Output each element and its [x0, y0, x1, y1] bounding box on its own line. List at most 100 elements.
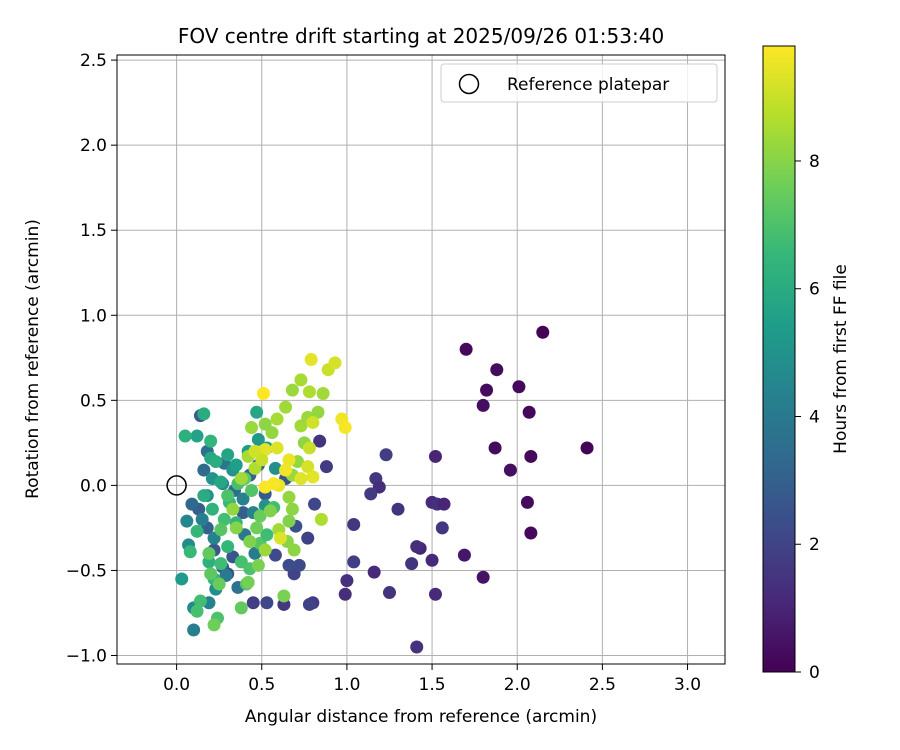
data-point — [313, 434, 327, 448]
colorbar-label: Hours from first FF file — [831, 264, 851, 454]
data-points — [175, 325, 594, 654]
data-point — [314, 512, 328, 526]
x-tick-label: 2.5 — [589, 675, 616, 695]
legend-reference-icon — [458, 73, 480, 95]
data-point — [234, 472, 248, 486]
y-axis-label: Rotation from reference (arcmin) — [23, 219, 43, 499]
data-point — [347, 518, 361, 532]
data-point — [204, 567, 218, 581]
x-tick-label: 3.0 — [674, 675, 701, 695]
data-point — [301, 460, 315, 474]
data-point — [183, 545, 197, 559]
data-point — [212, 577, 226, 591]
x-tick-label: 0.0 — [163, 675, 190, 695]
colorbar-tick-label: 8 — [809, 152, 820, 172]
data-point — [221, 448, 235, 462]
data-point — [256, 387, 270, 401]
data-point — [190, 524, 204, 538]
data-point — [205, 502, 219, 516]
data-point — [234, 601, 248, 615]
data-point — [287, 543, 301, 557]
data-point — [282, 453, 296, 467]
data-point — [251, 558, 265, 572]
data-point — [258, 480, 272, 494]
data-point — [282, 514, 296, 528]
data-point — [364, 487, 378, 501]
data-point — [308, 497, 322, 511]
data-point — [285, 502, 299, 516]
data-point — [338, 587, 352, 601]
y-tick-label: 0.5 — [80, 391, 107, 411]
chart-title: FOV centre drift starting at 2025/09/26 … — [178, 24, 664, 48]
y-tick-label: 2.0 — [80, 136, 107, 156]
colorbar-tick-label: 4 — [809, 407, 820, 427]
data-point — [268, 461, 282, 475]
data-point — [195, 512, 209, 526]
data-point — [178, 429, 192, 443]
y-tick-label: 1.0 — [80, 306, 107, 326]
data-point — [306, 470, 320, 484]
data-point — [367, 565, 381, 579]
data-point — [180, 514, 194, 528]
data-point — [382, 586, 396, 600]
data-point — [190, 429, 204, 443]
data-point — [302, 441, 316, 455]
data-point — [428, 449, 442, 463]
data-point — [319, 460, 333, 474]
data-point — [304, 353, 318, 366]
data-point — [522, 405, 536, 419]
data-point — [187, 623, 201, 637]
data-point — [282, 490, 296, 504]
data-point — [251, 432, 265, 446]
data-point — [250, 405, 264, 419]
colorbar-gradient — [762, 45, 796, 673]
y-tick-label: 2.5 — [80, 51, 107, 71]
data-point — [580, 441, 594, 455]
data-point — [476, 570, 490, 584]
data-point — [263, 504, 277, 518]
data-point — [245, 421, 259, 435]
y-tick-label: −1.0 — [66, 646, 107, 666]
data-point — [190, 604, 204, 618]
data-point — [248, 444, 262, 458]
data-point — [391, 502, 405, 516]
colorbar-tick-label: 0 — [809, 663, 820, 683]
data-point — [270, 412, 284, 426]
data-point — [207, 618, 221, 632]
data-point — [480, 383, 494, 397]
data-point — [202, 546, 216, 560]
data-point — [260, 596, 274, 610]
data-point — [503, 463, 517, 477]
data-point — [214, 475, 228, 489]
data-point — [175, 572, 189, 586]
y-tick-label: 1.5 — [80, 221, 107, 241]
data-point — [214, 523, 228, 537]
legend-entry-reference: Reference platepar — [507, 75, 669, 95]
y-tick-label: 0.0 — [80, 476, 107, 496]
x-tick-label: 1.5 — [419, 675, 446, 695]
data-point — [279, 400, 293, 414]
data-point — [226, 502, 240, 516]
data-point — [250, 521, 264, 535]
data-point — [279, 463, 293, 477]
data-point — [405, 557, 419, 571]
data-point — [524, 526, 538, 540]
colorbar: 0 2 4 6 8 Hours from first FF file — [762, 45, 851, 683]
data-point — [246, 596, 260, 610]
data-point — [301, 531, 315, 545]
data-point — [260, 528, 274, 542]
data-point — [221, 540, 235, 554]
data-point — [214, 557, 228, 571]
data-point — [241, 575, 255, 589]
data-point — [476, 398, 490, 412]
data-point — [410, 640, 424, 654]
x-tick-label: 2.0 — [504, 675, 531, 695]
data-point — [459, 342, 473, 356]
colorbar-ticks: 0 2 4 6 8 — [795, 152, 820, 683]
data-point — [270, 441, 284, 455]
data-point — [229, 521, 243, 535]
reference-platepar-marker — [166, 475, 187, 496]
data-point — [425, 553, 439, 567]
data-point — [490, 363, 504, 377]
